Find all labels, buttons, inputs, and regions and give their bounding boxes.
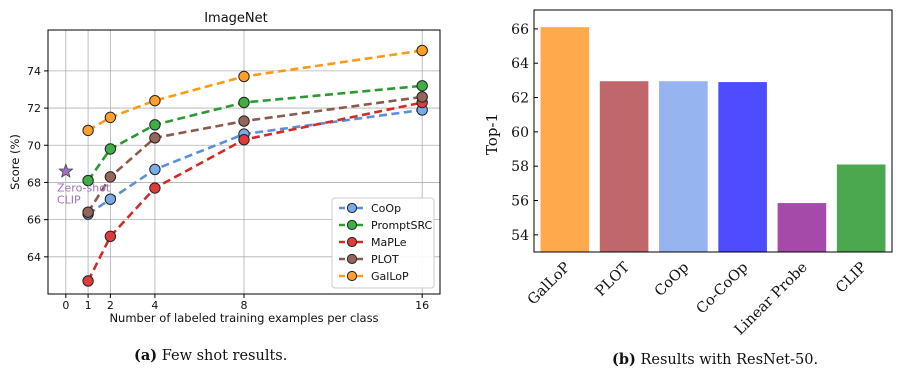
data-point-plot bbox=[416, 91, 428, 103]
bar-clip bbox=[836, 164, 886, 252]
series-line-promptsrc bbox=[87, 84, 423, 182]
x-tick-label: GalLoP bbox=[525, 259, 574, 308]
data-point-gallop bbox=[238, 70, 250, 83]
y-tick-label: 74 bbox=[27, 65, 41, 78]
bars bbox=[540, 27, 886, 253]
bar-plot bbox=[599, 81, 649, 252]
y-tick-label: 64 bbox=[511, 56, 529, 72]
zeroshot-label: CLIP bbox=[57, 193, 81, 206]
legend-label: PromptSRC bbox=[371, 219, 433, 232]
data-point-maple bbox=[82, 275, 94, 287]
caption-b-text: Results with ResNet-50. bbox=[635, 352, 819, 368]
data-point-plot bbox=[82, 206, 94, 218]
bar-chart-resnet50: 54 56 58 60 62 64 66 Top-1 GalLoP PLOT CoOp Co-Co… bbox=[483, 9, 893, 338]
legend-label: GalLoP bbox=[371, 270, 409, 283]
y-tick-label: 66 bbox=[511, 22, 529, 38]
plot-frame bbox=[47, 29, 441, 295]
data-point-coop bbox=[104, 193, 117, 205]
legend-marker bbox=[346, 236, 358, 248]
plot-frame bbox=[533, 9, 893, 253]
legend-marker bbox=[346, 202, 358, 214]
legend-marker bbox=[346, 270, 358, 282]
data-point-plot bbox=[149, 132, 161, 144]
data-point-plot bbox=[238, 115, 250, 127]
legend-label: PLOT bbox=[371, 253, 399, 266]
data-point-promptsrc bbox=[82, 174, 94, 187]
x-tick-label: 1 bbox=[85, 299, 92, 312]
x-tick-label: CLIP bbox=[833, 259, 870, 296]
legend-label: CoOp bbox=[371, 202, 401, 215]
line-chart-imagenet: ImageNet 0 1 2 4 8 16 64 66 68 70 72 74 Zero-shotCL… bbox=[8, 11, 441, 325]
bar-coop bbox=[659, 81, 708, 252]
y-tick-label: 72 bbox=[27, 102, 41, 115]
x-tick-label: 4 bbox=[151, 299, 158, 312]
y-axis-label: Top-1 bbox=[483, 113, 501, 155]
y-tick-label: 68 bbox=[27, 176, 41, 189]
caption-b: (b) Results with ResNet-50. bbox=[612, 351, 818, 368]
y-tick-label: 64 bbox=[27, 251, 41, 264]
x-axis-label: Number of labeled training examples per … bbox=[109, 311, 378, 325]
data-point-gallop bbox=[82, 124, 94, 137]
legend-box bbox=[331, 197, 435, 289]
y-tick-label: 70 bbox=[27, 139, 41, 152]
bar-gallop bbox=[540, 27, 590, 253]
chart-title: ImageNet bbox=[204, 11, 268, 26]
legend: CoOp PromptSRC MaPLe PLOT GalLoP bbox=[331, 197, 435, 289]
data-point-gallop bbox=[416, 44, 428, 57]
series-points bbox=[82, 44, 428, 287]
x-tick-label: 2 bbox=[107, 299, 114, 312]
data-point-gallop bbox=[104, 111, 117, 124]
data-point-promptsrc bbox=[416, 80, 428, 92]
x-tick-label: 8 bbox=[241, 299, 248, 312]
bar-co-coop bbox=[718, 82, 767, 252]
data-point-coop bbox=[149, 163, 161, 176]
y-tick-label: 54 bbox=[511, 228, 529, 244]
data-point-gallop bbox=[149, 94, 161, 107]
legend-marker bbox=[346, 253, 358, 265]
series-line-plot bbox=[87, 95, 423, 213]
y-tick-label: 58 bbox=[511, 159, 529, 175]
x-tick-label: 16 bbox=[415, 299, 429, 312]
caption-a-text: Few shot results. bbox=[157, 348, 288, 364]
y-tick-label: 62 bbox=[511, 91, 529, 107]
star-icon bbox=[58, 163, 74, 178]
data-point-maple bbox=[149, 182, 161, 194]
y-axis-label: Score (%) bbox=[8, 134, 22, 190]
caption-b-label: (b) bbox=[612, 351, 636, 368]
zeroshot-label: Zero-shot bbox=[57, 181, 111, 194]
series-line-gallop bbox=[87, 49, 423, 132]
bar-linear-probe bbox=[777, 203, 827, 252]
x-tick-label: CoOp bbox=[652, 260, 692, 300]
y-tick-label: 60 bbox=[511, 125, 529, 141]
data-point-promptsrc bbox=[238, 96, 250, 109]
x-tick-label: Co-CoOp bbox=[694, 260, 752, 318]
legend-marker bbox=[346, 219, 358, 231]
data-point-maple bbox=[104, 230, 117, 243]
data-point-plot bbox=[104, 171, 117, 183]
x-tick-label: 0 bbox=[62, 299, 69, 312]
caption-a: (a) Few shot results. bbox=[134, 347, 287, 364]
axis-ticks: 0 1 2 4 8 16 64 66 68 70 72 74 bbox=[27, 65, 429, 312]
y-tick-label: 66 bbox=[27, 214, 41, 227]
y-tick-label: 56 bbox=[511, 194, 529, 210]
x-tick-label: PLOT bbox=[593, 259, 633, 299]
caption-a-label: (a) bbox=[134, 347, 158, 364]
legend-label: MaPLe bbox=[371, 236, 407, 249]
gridlines bbox=[48, 30, 440, 294]
data-point-promptsrc bbox=[104, 143, 117, 155]
data-point-promptsrc bbox=[149, 119, 161, 131]
data-point-maple bbox=[238, 133, 250, 146]
